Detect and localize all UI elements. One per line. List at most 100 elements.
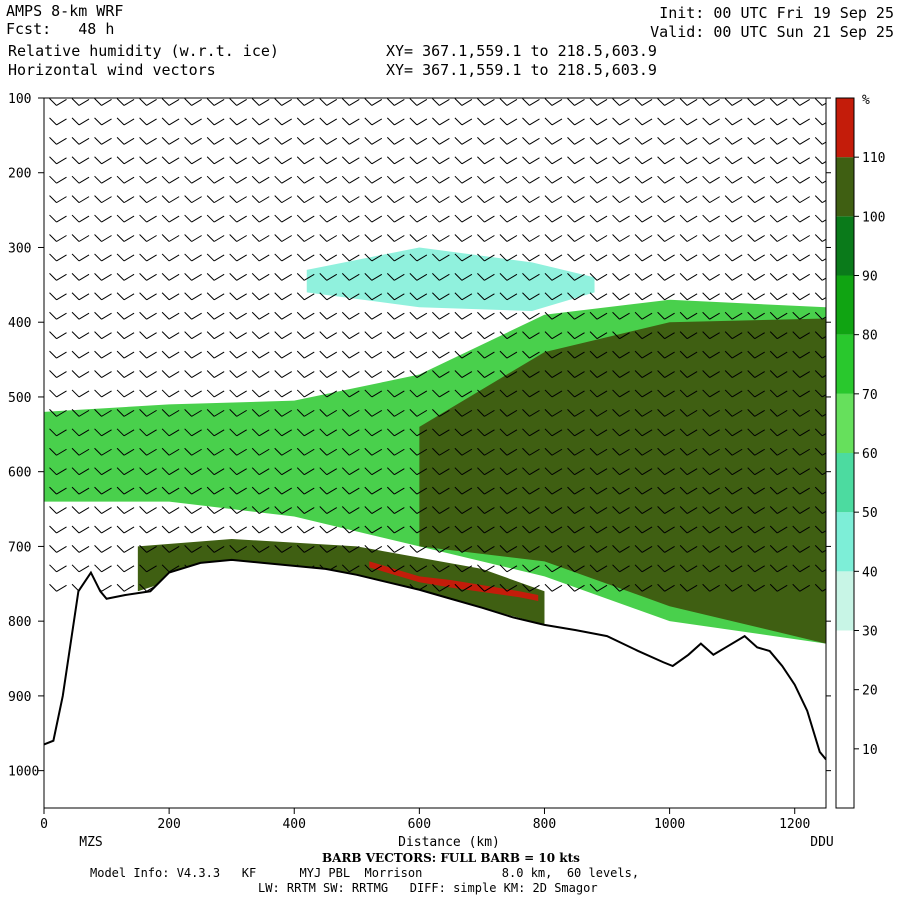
wind-barb (341, 506, 360, 514)
wind-barb (94, 156, 112, 165)
wind-barb (544, 525, 563, 534)
wind-barb (364, 214, 383, 223)
wind-barb (612, 525, 630, 534)
wind-barb (251, 98, 270, 106)
wind-barb (589, 175, 608, 184)
wind-barb (94, 234, 112, 242)
wind-barb (206, 331, 225, 340)
wind-barb (319, 234, 338, 242)
wind-barb (71, 117, 90, 126)
wind-barb (274, 428, 292, 437)
wind-barb (364, 370, 383, 378)
wind-barb (634, 583, 653, 592)
wind-barb (364, 350, 383, 359)
wind-barb (702, 234, 720, 242)
y-tick-label: 900 (8, 690, 31, 705)
wind-barb (184, 292, 202, 301)
wind-barb (409, 409, 428, 417)
wind-barb (139, 136, 157, 145)
wind-barb (184, 98, 202, 106)
wind-barb (409, 389, 428, 398)
wind-barb (341, 525, 360, 534)
wind-barb (139, 214, 157, 223)
wind-barb (769, 234, 788, 242)
wind-barb (522, 195, 540, 204)
wind-barb (522, 525, 540, 534)
wind-barb (814, 525, 826, 534)
wind-barb (251, 447, 270, 456)
wind-barb (522, 253, 540, 262)
wind-barb (364, 409, 383, 417)
wind-barb (341, 370, 360, 378)
wind-barb (792, 136, 810, 145)
wind-barb (184, 273, 202, 281)
wind-barb (251, 467, 270, 476)
wind-barb (71, 311, 90, 320)
wind-barb (432, 409, 450, 417)
wind-barb (612, 409, 630, 417)
wind-barb (612, 311, 630, 320)
wind-barb (386, 389, 405, 398)
wind-barb (589, 331, 608, 340)
wind-barb (229, 525, 247, 534)
wind-barb (769, 311, 788, 320)
wind-barb (567, 564, 585, 573)
wind-barb (477, 253, 495, 262)
wind-barb (522, 428, 540, 437)
wind-barb (477, 117, 495, 126)
wind-barb (679, 370, 698, 378)
wind-barb (161, 447, 180, 456)
wind-barb (814, 428, 826, 437)
wind-barb (94, 292, 112, 301)
wind-barb (544, 214, 563, 223)
wind-barb (71, 447, 90, 456)
wind-barb (364, 273, 383, 281)
wind-barb (522, 350, 540, 359)
wind-barb (657, 389, 675, 398)
wind-barb (612, 350, 630, 359)
wind-barb (206, 389, 225, 398)
wind-barb (409, 506, 428, 514)
wind-barb (319, 370, 338, 378)
wind-barb (477, 467, 495, 476)
wind-barb (454, 447, 473, 456)
colorbar-tick-label: 60 (862, 447, 878, 462)
wind-barb (94, 525, 112, 534)
wind-barb (296, 428, 315, 437)
wind-barb (341, 98, 360, 106)
wind-barb (724, 98, 743, 106)
wind-barb (206, 311, 225, 320)
wind-barb (161, 389, 180, 398)
wind-barb (319, 195, 338, 204)
wind-barb (432, 486, 450, 495)
wind-barb (341, 331, 360, 340)
wind-barb (161, 506, 180, 514)
wind-barb (251, 156, 270, 165)
wind-barb (432, 98, 450, 106)
wind-barb (409, 350, 428, 359)
wind-barb (409, 195, 428, 204)
wind-barb (702, 486, 720, 495)
wind-barb (71, 214, 90, 223)
wind-barb (409, 273, 428, 281)
wind-barb (71, 564, 90, 573)
wind-barb (499, 350, 518, 359)
plot-frame (43, 97, 827, 809)
y-tick-label: 800 (8, 615, 31, 630)
wind-barb (477, 311, 495, 320)
wind-barb (386, 253, 405, 262)
wind-barb (161, 350, 180, 359)
wind-barb (477, 175, 495, 184)
wind-barb (544, 292, 563, 301)
wind-barb (522, 273, 540, 281)
wind-barb (229, 253, 247, 262)
wind-barb (296, 467, 315, 476)
wind-barb (522, 467, 540, 476)
wind-barb (454, 175, 473, 184)
wind-barb (71, 253, 90, 262)
wind-barb (296, 234, 315, 242)
wind-barb (769, 428, 788, 437)
x-tick-label: 800 (533, 817, 556, 832)
wind-barb (612, 156, 630, 165)
wind-barb (454, 370, 473, 378)
